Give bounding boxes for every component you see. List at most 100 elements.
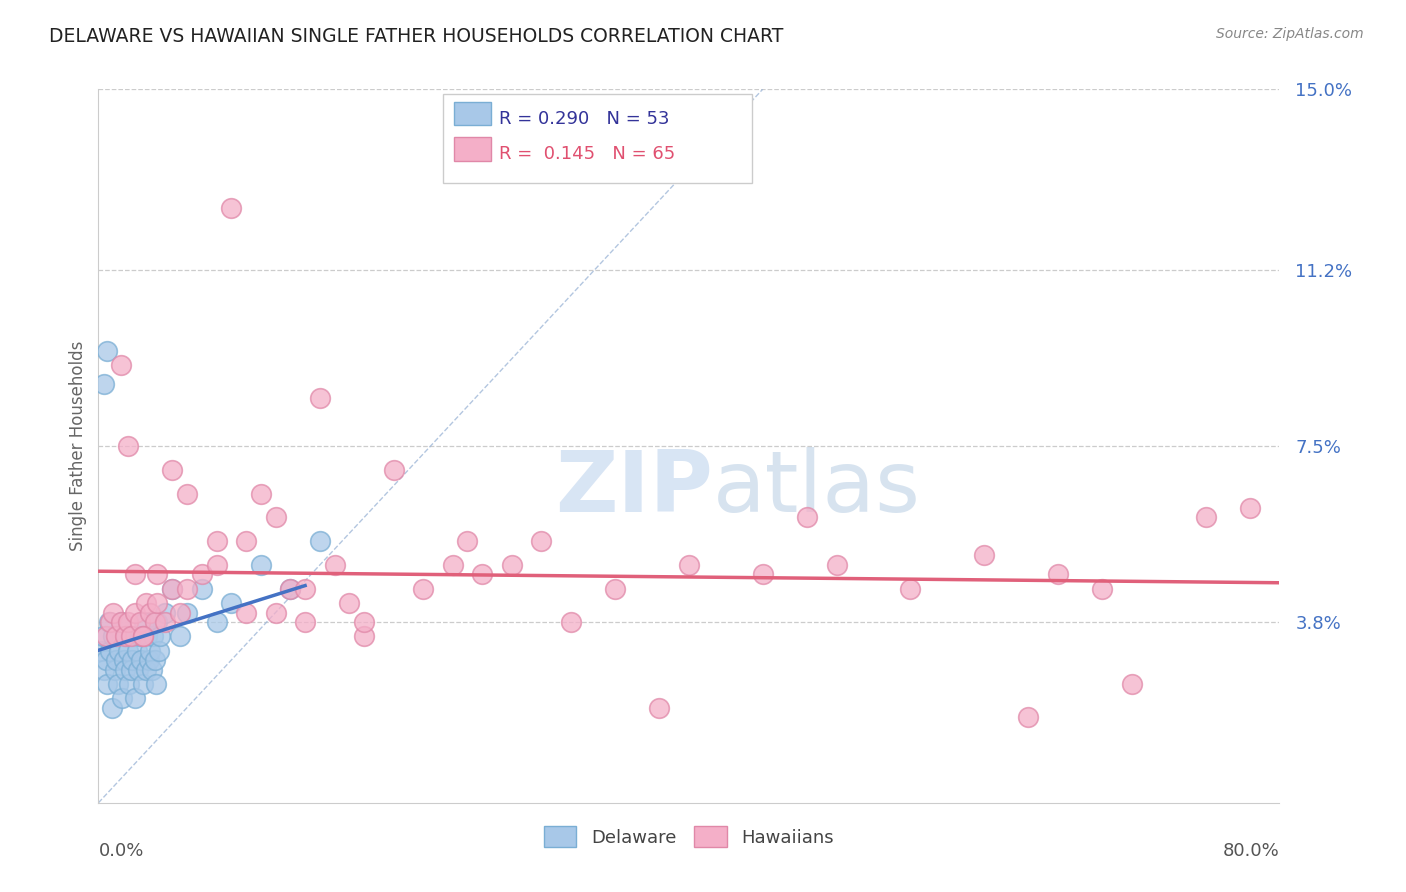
Point [162,582,183,596]
Point [162,582,183,596]
Point [973,549,995,563]
Point [129,653,152,667]
Point [1091,582,1114,596]
Point [120,663,142,677]
Point [146,596,169,610]
Point [294,582,316,596]
Point [191,582,214,596]
Point [108,643,131,657]
Point [98,643,121,657]
Point [1195,510,1218,524]
Point [250,486,273,500]
Point [382,463,405,477]
Point [110,615,132,629]
Point [309,392,332,406]
Point [110,615,132,629]
Point [471,567,494,582]
Point [1047,567,1070,582]
Point [94,653,117,667]
Point [148,643,170,657]
Point [146,615,169,629]
Point [457,534,479,549]
Point [122,629,145,643]
Point [250,558,273,572]
Point [98,615,121,629]
Point [128,629,150,643]
Text: 0.0%: 0.0% [98,842,143,860]
Point [235,534,257,549]
Point [103,629,125,643]
Point [93,663,115,677]
Point [91,629,114,643]
Point [132,629,155,643]
Point [135,596,157,610]
Point [143,615,166,629]
Text: Source: ZipAtlas.com: Source: ZipAtlas.com [1216,27,1364,41]
Point [560,615,582,629]
Point [309,534,332,549]
Point [235,606,257,620]
Point [105,653,128,667]
Point [176,606,198,620]
Point [146,567,169,582]
Point [264,510,287,524]
Point [1239,500,1261,515]
Point [97,615,120,629]
Point [280,582,302,596]
Point [294,615,316,629]
Point [117,643,139,657]
Point [205,534,228,549]
Point [136,629,159,643]
Point [134,615,156,629]
Point [153,615,176,629]
Point [353,629,375,643]
Point [115,629,138,643]
Point [1121,677,1143,691]
Text: R = 0.290   N = 53: R = 0.290 N = 53 [499,110,669,128]
Point [323,558,346,572]
Point [900,582,922,596]
Point [96,677,118,691]
Point [117,615,139,629]
Point [132,677,155,691]
Point [124,567,146,582]
Point [127,663,149,677]
Text: DELAWARE VS HAWAIIAN SINGLE FATHER HOUSEHOLDS CORRELATION CHART: DELAWARE VS HAWAIIAN SINGLE FATHER HOUSE… [49,27,783,45]
Point [90,643,112,657]
Point [176,486,198,500]
Point [128,615,150,629]
Point [112,653,135,667]
Point [135,663,157,677]
Point [141,663,163,677]
Point [94,629,117,643]
Point [96,343,118,358]
Point [104,663,127,677]
Point [110,358,132,372]
Text: R =  0.145   N = 65: R = 0.145 N = 65 [499,145,675,163]
Point [1018,710,1040,724]
Y-axis label: Single Father Households: Single Father Households [69,341,87,551]
Point [412,582,434,596]
Point [205,558,228,572]
Point [114,663,136,677]
Point [501,558,523,572]
Point [605,582,627,596]
Point [825,558,848,572]
Point [162,463,183,477]
Text: atlas: atlas [713,447,921,531]
Point [142,629,165,643]
Point [176,582,198,596]
Point [648,700,671,714]
Point [796,510,818,524]
Point [752,567,775,582]
Point [143,653,166,667]
Point [191,567,214,582]
Point [118,677,141,691]
Point [169,606,191,620]
Text: ZIP: ZIP [555,447,713,531]
Point [441,558,464,572]
Point [105,629,128,643]
Point [111,691,134,706]
Point [145,677,167,691]
Point [205,615,228,629]
